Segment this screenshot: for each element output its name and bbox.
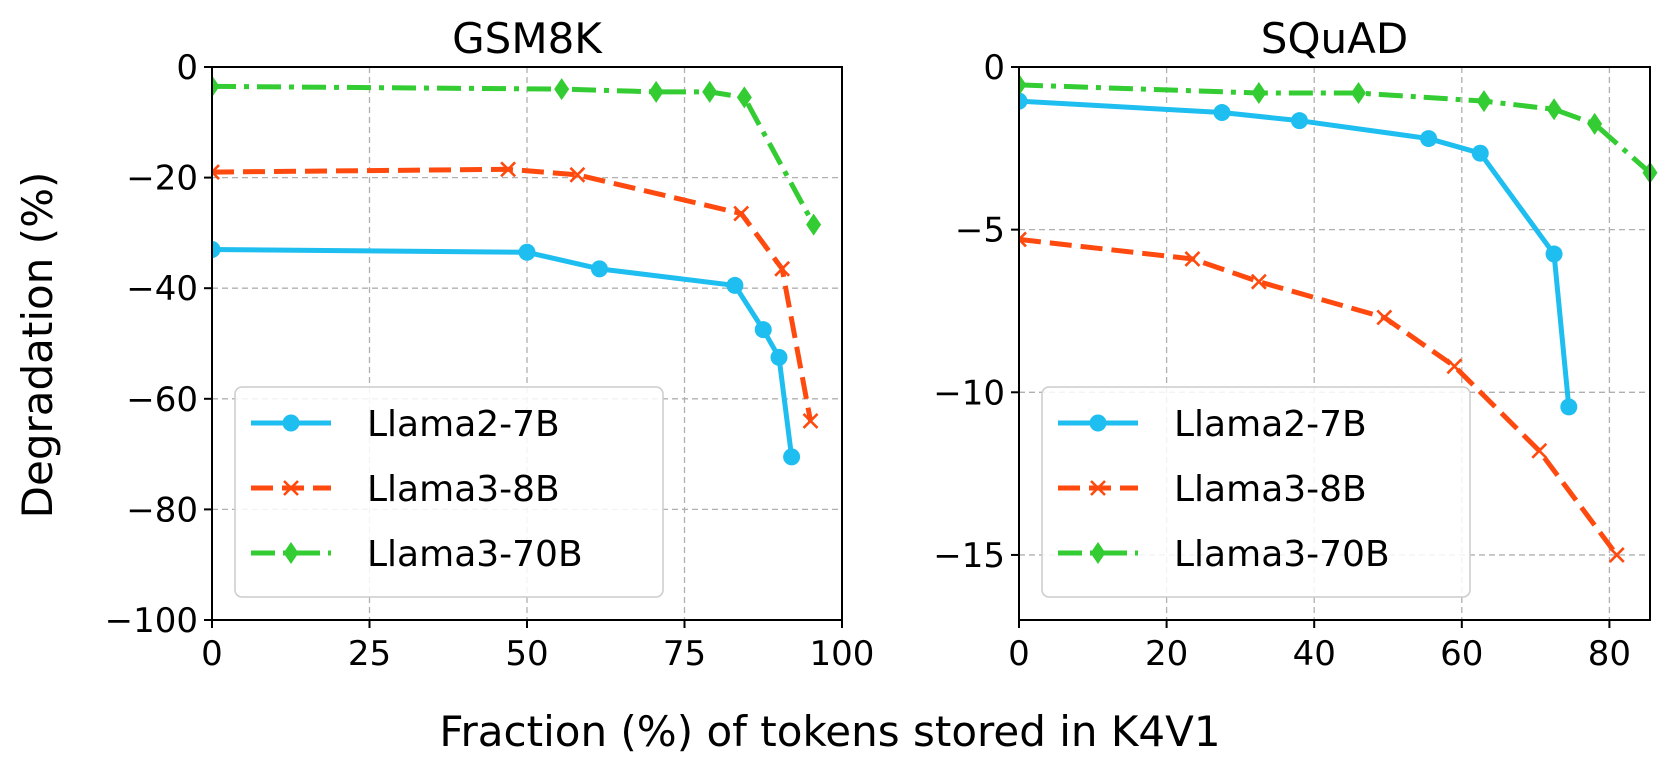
x-tick-label: 100 <box>810 634 875 674</box>
legend-box <box>1041 386 1471 598</box>
data-point-llama2-7b <box>1420 130 1438 148</box>
squad-legend: Llama2-7B Llama3-8B Llama3-70B <box>1041 386 1471 598</box>
data-point-llama2-7b <box>518 243 536 261</box>
legend-label-llama2-7b: Llama2-7B <box>1174 404 1367 445</box>
data-point-llama3-70b <box>1019 73 1027 96</box>
legend-marker-llama3-70b <box>283 542 299 564</box>
x-tick-label: 80 <box>1588 634 1631 674</box>
x-tick-label: 0 <box>201 634 223 674</box>
data-point-llama3-8b <box>774 260 791 277</box>
legend-label-llama3-8b: Llama3-8B <box>1174 469 1367 510</box>
y-tick-label: −20 <box>126 159 198 199</box>
legend-marker-llama3-8b <box>283 480 299 496</box>
squad-plot-frame <box>1018 66 1651 621</box>
y-tick-label: −80 <box>126 490 198 530</box>
x-tick-label: 25 <box>348 634 391 674</box>
legend-label-llama3-70b: Llama3-70B <box>1174 534 1390 575</box>
data-point-llama2-7b <box>1545 245 1563 263</box>
x-tick-label: 40 <box>1293 634 1336 674</box>
x-tick-label: 50 <box>505 634 548 674</box>
y-axis-label: Degradation (%) <box>13 172 62 519</box>
y-tick-label: 0 <box>176 48 198 88</box>
data-point-llama3-70b <box>702 80 718 103</box>
legend-label-llama3-8b: Llama3-8B <box>367 469 560 510</box>
gsm8k-chart-panel: 0 25 50 75 100 0 −20 −40 −60 −80 −100 GSM8K Llama2-7… <box>105 14 875 674</box>
data-point-llama3-8b <box>1250 273 1267 290</box>
gsm8k-series-group <box>212 75 822 466</box>
data-point-llama3-8b <box>1184 251 1201 267</box>
data-point-llama3-8b <box>212 164 220 180</box>
data-point-llama3-8b <box>1608 547 1625 563</box>
data-point-llama3-8b <box>733 205 750 222</box>
squad-series-group <box>1019 73 1658 563</box>
x-axis-label: Fraction (%) of tokens stored in K4V1 <box>439 707 1220 756</box>
data-point-llama2-7b <box>1290 112 1308 130</box>
data-point-llama2-7b <box>783 448 801 466</box>
y-tick-label: −15 <box>933 536 1005 576</box>
data-point-llama2-7b <box>770 348 788 366</box>
series-line-llama2-7b <box>1019 98 1572 408</box>
data-point-llama3-70b <box>1476 90 1492 113</box>
data-point-llama3-70b <box>1350 82 1366 105</box>
legend-label-llama3-70b: Llama3-70B <box>367 534 583 575</box>
data-point-llama3-8b <box>802 413 819 429</box>
series-line-llama3-70b <box>1019 82 1652 175</box>
data-point-llama2-7b <box>1019 92 1028 110</box>
data-point-llama3-70b <box>1251 82 1267 105</box>
data-point-llama3-70b <box>212 75 220 98</box>
y-tick-label: −10 <box>933 373 1005 413</box>
x-tick-label: 0 <box>1008 634 1030 674</box>
y-tick-label: −100 <box>105 601 198 641</box>
y-tick-label: −60 <box>126 380 198 420</box>
y-tick-label: −5 <box>955 211 1005 251</box>
legend-box <box>234 386 664 598</box>
data-point-llama3-70b <box>806 213 822 236</box>
series-line-llama3-70b <box>212 83 816 226</box>
data-point-llama3-70b <box>554 78 570 101</box>
legend-marker-llama2-7b <box>282 414 300 432</box>
data-point-llama2-7b <box>590 260 608 278</box>
legend-label-llama2-7b: Llama2-7B <box>367 404 560 445</box>
data-point-llama3-70b <box>1546 98 1562 121</box>
data-point-llama3-8b <box>1446 358 1463 375</box>
x-tick-label: 20 <box>1145 634 1188 674</box>
data-point-llama2-7b <box>1560 398 1578 416</box>
legend-marker-llama3-8b <box>1090 480 1106 496</box>
data-point-llama2-7b <box>212 240 221 258</box>
squad-title: SQuAD <box>1261 14 1408 63</box>
data-point-llama2-7b <box>726 276 744 294</box>
x-tick-label: 75 <box>663 634 706 674</box>
gsm8k-title: GSM8K <box>452 14 603 63</box>
legend-marker-llama2-7b <box>1089 414 1107 432</box>
data-point-llama3-8b <box>1531 442 1548 459</box>
x-tick-label: 60 <box>1440 634 1483 674</box>
series-line-llama3-8b <box>212 166 813 422</box>
data-point-llama3-70b <box>1587 112 1603 135</box>
data-point-llama3-70b <box>736 86 752 109</box>
gsm8k-legend: Llama2-7B Llama3-8B Llama3-70B <box>234 386 664 598</box>
legend-marker-llama3-70b <box>1090 542 1106 564</box>
data-point-llama2-7b <box>1213 104 1231 122</box>
data-point-llama3-8b <box>500 161 517 178</box>
data-point-llama2-7b <box>754 321 772 339</box>
data-point-llama3-8b <box>1376 309 1393 326</box>
squad-chart-panel: 0 20 40 60 80 0 −5 −10 −15 SQuAD Llama2-7B Llama3-8… <box>933 14 1658 674</box>
data-point-llama3-70b <box>648 80 664 103</box>
y-tick-label: 0 <box>983 48 1005 88</box>
y-tick-label: −40 <box>126 269 198 309</box>
data-point-llama3-8b <box>1019 231 1027 248</box>
data-point-llama3-8b <box>569 166 586 183</box>
data-point-llama2-7b <box>1471 144 1489 162</box>
